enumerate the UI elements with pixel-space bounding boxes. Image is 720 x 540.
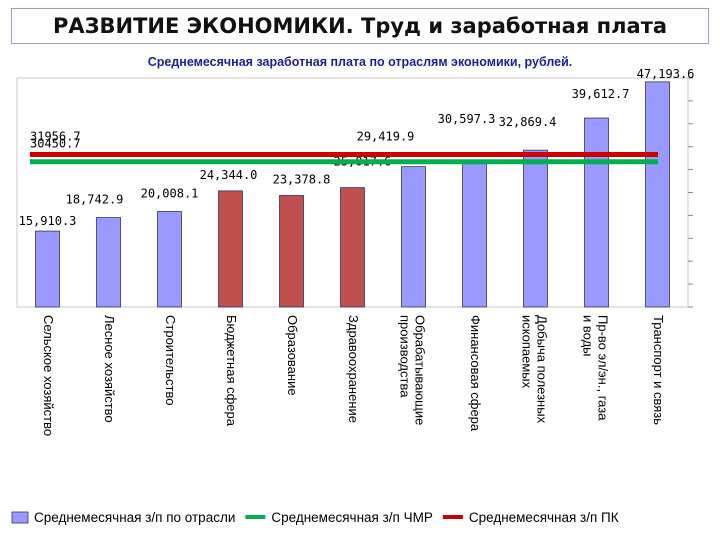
bar-value-label-5: 23,378.8 <box>273 172 331 186</box>
category-label-10: Пр-во эл/эн., газаи воды <box>581 315 611 421</box>
bar-1 <box>35 230 60 308</box>
bar-10 <box>584 117 609 308</box>
bar-9 <box>523 149 548 308</box>
legend-label-2: Среднемесячная з/п ЧМР <box>271 510 432 525</box>
bar-value-label-3: 20,008.1 <box>141 187 199 201</box>
category-label-11: Транспорт и связь <box>651 315 666 425</box>
bar-7 <box>401 166 426 308</box>
bar-8 <box>462 160 487 308</box>
category-label-8: Финансовая сфера <box>468 315 483 432</box>
bar-11 <box>645 81 670 308</box>
category-label-3: Строительство <box>163 315 178 405</box>
bar-value-label-1: 15,910.3 <box>19 214 77 228</box>
bar-value-label-11: 47,193.6 <box>637 67 695 81</box>
bar-value-label-8: 30,597.3 <box>438 112 496 126</box>
bar-value-label-7: 29,419.9 <box>357 130 415 144</box>
category-label-2: Лесное хозяйство <box>102 315 117 423</box>
category-label-1: Сельское хозяйство <box>41 315 56 436</box>
slide-title: РАЗВИТИЕ ЭКОНОМИКИ. Труд и заработная пл… <box>52 14 668 38</box>
bar-3 <box>157 211 182 308</box>
bar-2 <box>96 217 121 308</box>
legend-swatch-1 <box>11 511 29 524</box>
bar-4 <box>218 190 243 308</box>
chart-subtitle: Среднемесячная заработная плата по отрас… <box>148 55 573 69</box>
bar-value-label-4: 24,344.0 <box>200 168 258 182</box>
category-label-7: Обрабатывающиепроизводства <box>398 315 428 425</box>
legend-label-1: Среднемесячная з/п по отрасли <box>34 510 235 525</box>
bar-value-label-2: 18,742.9 <box>66 193 124 207</box>
bar-6 <box>340 187 365 308</box>
slide-title-box: РАЗВИТИЕ ЭКОНОМИКИ. Труд и заработная пл… <box>11 8 709 44</box>
bar-value-label-10: 39,612.7 <box>572 87 630 101</box>
reference-line-label-2: 31956.7 <box>30 130 81 144</box>
reference-line-label-1: 30450.7 <box>30 137 81 151</box>
category-label-4: Бюджетная сфера <box>224 315 239 427</box>
category-label-9: Добыча полезныхископаемых <box>520 315 550 424</box>
bar-5 <box>279 195 304 308</box>
bar-value-label-9: 32,869.4 <box>499 115 557 129</box>
legend-label-3: Среднемесячная з/п ПК <box>469 510 619 525</box>
category-label-6: Здравоохранение <box>346 315 361 423</box>
category-label-5: Образование <box>285 315 300 396</box>
